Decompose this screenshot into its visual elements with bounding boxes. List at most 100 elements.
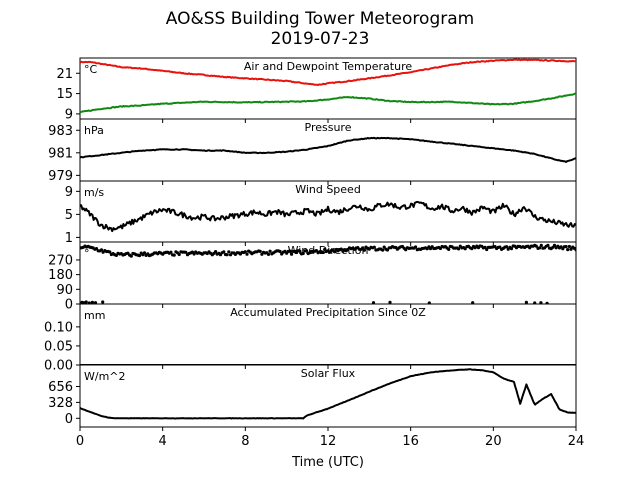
panel-unit-label: mm [84,309,105,322]
x-tick-label: 8 [241,434,249,449]
x-tick-label: 12 [320,434,337,449]
plot-area [80,200,576,233]
y-tick-label: 0.00 [44,359,73,374]
chart-title-line1: AO&SS Building Tower Meteorogram [166,9,474,29]
wind-direction-point [498,245,502,249]
y-tick-label: 979 [48,169,73,184]
wind-direction-point [94,247,99,251]
wind-direction-point [225,253,229,257]
panel-unit-label: °C [84,63,98,76]
wind-direction-point [534,244,538,248]
wind-direction-point [566,248,570,252]
y-tick-label: 270 [48,253,73,268]
wind-direction-point [184,250,188,254]
y-tick-label: 9 [65,185,73,200]
wind-direction-point [485,247,489,252]
y-tick-label: 983 [48,124,73,139]
wind-direction-point [538,246,542,250]
panel-5: 0.10 0.05 0.00 Accumulated Precipitation Si… [44,303,577,374]
x-tick-label: 16 [402,434,419,449]
wind-direction-point [301,251,305,256]
panel-unit-label: ° [84,247,90,260]
y-tick-label: 9 [65,107,73,122]
y-tick-label: 21 [56,67,73,82]
wind-direction-point [463,247,467,251]
wind-direction-point [483,245,487,249]
wind-direction-point [321,250,325,255]
wind-direction-point [539,301,543,304]
wind-direction-point [552,243,557,247]
x-tick-label: 4 [159,434,167,449]
series-line-dewpoint [80,92,576,114]
plot-area [80,58,576,114]
wind-direction-point [101,300,105,304]
y-tick-label: 656 [48,380,73,395]
chart-title-line2: 2019-07-23 [271,29,370,49]
panel-unit-label: m/s [84,186,104,199]
y-tick-label: 0 [65,298,73,313]
x-tick-label: 0 [76,434,84,449]
y-tick-label: 180 [48,268,73,283]
wind-direction-point [177,252,181,257]
wind-direction-point [567,244,572,249]
y-tick-label: 328 [48,396,73,411]
wind-direction-point [533,301,537,304]
y-tick-label: 1 [65,231,73,246]
wind-direction-point [214,250,218,254]
y-tick-label: 90 [56,283,73,298]
wind-direction-point [304,249,309,253]
wind-direction-point [339,247,343,251]
panel-unit-label: hPa [84,124,104,137]
wind-direction-point [129,254,133,258]
plot-area [80,243,576,304]
wind-direction-point [546,243,550,247]
wind-direction-point [243,250,247,254]
wind-direction-point [371,301,376,304]
panel-title: Pressure [305,121,352,134]
wind-direction-point [505,245,509,249]
wind-direction-point [361,246,365,250]
panel-unit-label: W/m^2 [84,370,126,383]
wind-direction-point [99,248,104,252]
y-tick-label: 0 [65,412,73,427]
wind-direction-point [266,252,271,256]
x-tick-label: 20 [485,434,502,449]
y-tick-label: 0.05 [44,339,73,354]
series-line-solar-flux [80,368,576,420]
wind-direction-point [427,301,431,304]
panel-title: Solar Flux [301,367,356,380]
wind-direction-point [333,250,337,254]
wind-direction-point [447,247,451,251]
plot-area [80,368,576,420]
y-tick-label: 15 [56,87,73,102]
wind-direction-point [381,248,385,252]
y-tick-label: 981 [48,146,73,161]
panel-2: 983 981 979 Pressure hPa [48,118,577,185]
wind-direction-point [268,249,272,253]
panel-title: Air and Dewpoint Temperature [244,60,412,73]
wind-direction-point [222,250,226,254]
wind-direction-point [108,250,112,254]
wind-direction-point [288,249,292,253]
wind-direction-point [245,252,249,256]
wind-direction-point [362,248,366,252]
wind-direction-point [385,248,390,252]
wind-direction-point [84,300,88,304]
wind-direction-point [93,301,98,304]
panel-title: Accumulated Precipitation Since 0Z [230,306,426,319]
plot-area [80,136,576,163]
wind-direction-point [90,300,94,304]
series-line-pressure [80,136,576,163]
wind-direction-point [137,254,142,258]
y-tick-label: 5 [65,208,73,223]
wind-direction-point [172,253,176,257]
wind-direction-point [388,300,392,304]
wind-direction-point [372,245,376,249]
wind-direction-point [87,301,91,304]
wind-direction-point [227,250,231,254]
panel-3: 9 5 1 Wind Speed m/s [65,180,577,246]
